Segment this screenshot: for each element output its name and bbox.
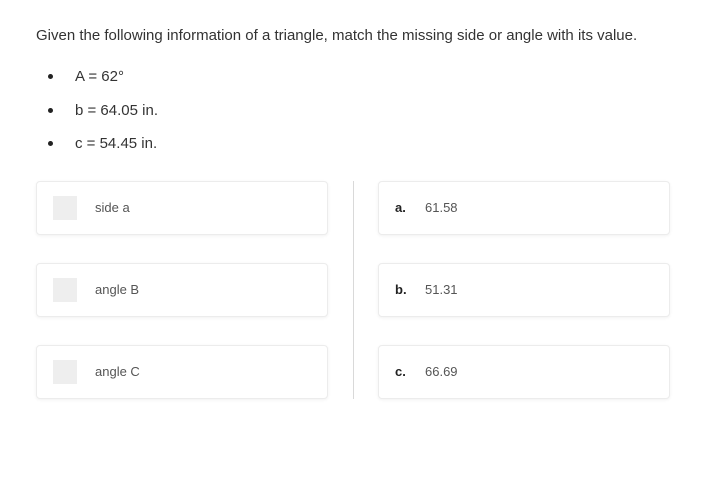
option-value: 51.31 bbox=[425, 280, 458, 300]
matching-grid: side a angle B angle C a. 61.58 b. 51.31… bbox=[36, 181, 670, 399]
drop-slot[interactable] bbox=[53, 278, 77, 302]
match-option-b[interactable]: b. 51.31 bbox=[378, 263, 670, 317]
match-target-angle-c[interactable]: angle C bbox=[36, 345, 328, 399]
bullet-icon bbox=[48, 141, 53, 146]
bullet-icon bbox=[48, 108, 53, 113]
given-item: A = 62° bbox=[48, 65, 670, 88]
match-target-label: side a bbox=[95, 198, 130, 218]
match-target-label: angle B bbox=[95, 280, 139, 300]
match-target-label: angle C bbox=[95, 362, 140, 382]
question-prompt: Given the following information of a tri… bbox=[36, 24, 670, 47]
column-divider bbox=[353, 181, 354, 399]
given-item-text: A = 62° bbox=[75, 65, 124, 88]
given-item: b = 64.05 in. bbox=[48, 99, 670, 122]
match-option-a[interactable]: a. 61.58 bbox=[378, 181, 670, 235]
option-value: 66.69 bbox=[425, 362, 458, 382]
drop-slot[interactable] bbox=[53, 196, 77, 220]
given-item: c = 54.45 in. bbox=[48, 132, 670, 155]
option-letter: c. bbox=[395, 362, 425, 382]
match-target-side-a[interactable]: side a bbox=[36, 181, 328, 235]
option-letter: a. bbox=[395, 198, 425, 218]
drop-slot[interactable] bbox=[53, 360, 77, 384]
option-value: 61.58 bbox=[425, 198, 458, 218]
given-item-text: c = 54.45 in. bbox=[75, 132, 157, 155]
option-letter: b. bbox=[395, 280, 425, 300]
bullet-icon bbox=[48, 74, 53, 79]
match-option-c[interactable]: c. 66.69 bbox=[378, 345, 670, 399]
given-info-list: A = 62° b = 64.05 in. c = 54.45 in. bbox=[48, 65, 670, 155]
given-item-text: b = 64.05 in. bbox=[75, 99, 158, 122]
match-target-angle-b[interactable]: angle B bbox=[36, 263, 328, 317]
